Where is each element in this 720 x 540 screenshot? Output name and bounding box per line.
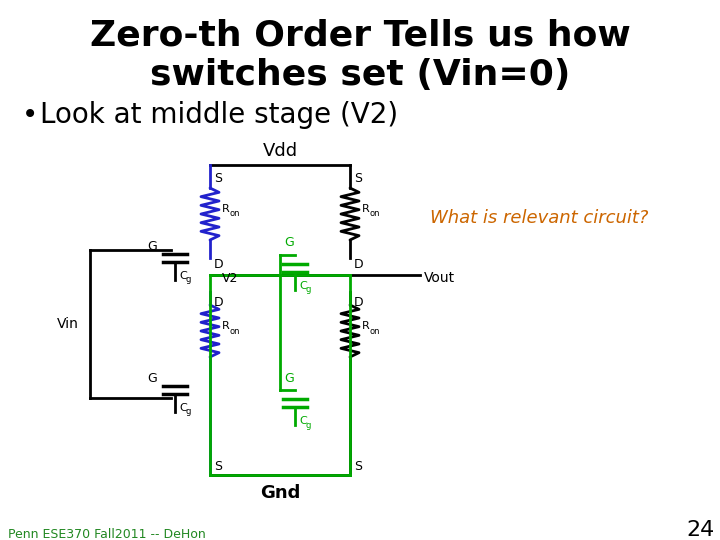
Text: C: C	[299, 416, 307, 426]
Text: Vdd: Vdd	[262, 142, 297, 160]
Text: 24: 24	[686, 520, 714, 540]
Text: S: S	[214, 172, 222, 186]
Text: g: g	[305, 421, 310, 429]
Text: on: on	[369, 327, 379, 335]
Text: G: G	[284, 237, 294, 249]
Text: on: on	[229, 210, 240, 219]
Text: G: G	[284, 372, 294, 384]
Text: D: D	[354, 258, 364, 271]
Text: Vout: Vout	[424, 271, 455, 285]
Text: R: R	[362, 204, 370, 214]
Text: What is relevant circuit?: What is relevant circuit?	[430, 209, 649, 227]
Text: R: R	[362, 321, 370, 331]
Text: G: G	[147, 240, 157, 253]
Text: on: on	[229, 327, 240, 335]
Text: •: •	[22, 101, 38, 129]
Text: D: D	[214, 295, 224, 308]
Text: Vin: Vin	[57, 317, 79, 331]
Text: D: D	[354, 295, 364, 308]
Text: C: C	[299, 281, 307, 291]
Text: C: C	[179, 403, 186, 413]
Text: S: S	[354, 461, 362, 474]
Text: S: S	[214, 461, 222, 474]
Text: g: g	[185, 408, 190, 416]
Text: g: g	[305, 286, 310, 294]
Text: switches set (Vin=0): switches set (Vin=0)	[150, 58, 570, 92]
Text: Penn ESE370 Fall2011 -- DeHon: Penn ESE370 Fall2011 -- DeHon	[8, 529, 206, 540]
Text: D: D	[214, 258, 224, 271]
Text: Zero-th Order Tells us how: Zero-th Order Tells us how	[89, 18, 631, 52]
Text: g: g	[185, 275, 190, 285]
Text: V2: V2	[222, 272, 238, 285]
Text: R: R	[222, 204, 230, 214]
Text: G: G	[147, 372, 157, 384]
Text: Look at middle stage (V2): Look at middle stage (V2)	[40, 101, 398, 129]
Text: S: S	[354, 172, 362, 186]
Text: R: R	[222, 321, 230, 331]
Text: C: C	[179, 271, 186, 281]
Text: Gnd: Gnd	[260, 484, 300, 502]
Text: on: on	[369, 210, 379, 219]
